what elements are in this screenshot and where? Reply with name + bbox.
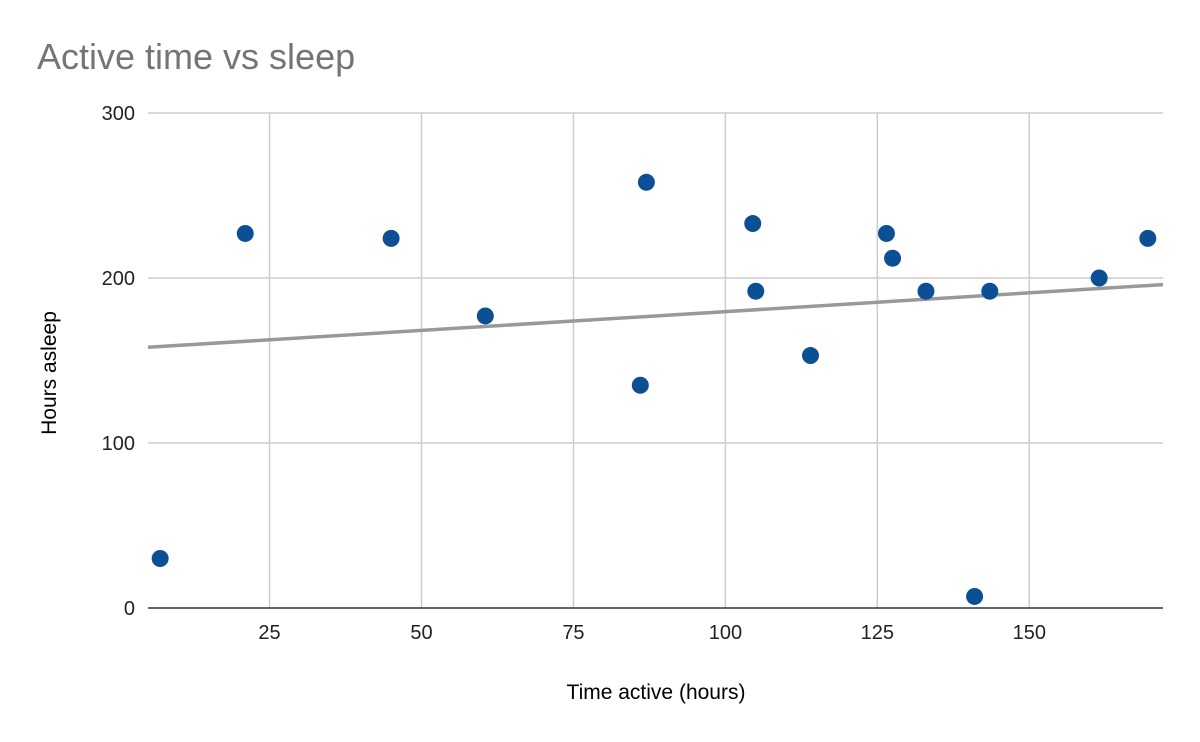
gridlines <box>148 112 1163 608</box>
data-point <box>744 215 762 233</box>
x-tick-label: 125 <box>861 622 894 644</box>
data-point <box>637 173 655 191</box>
trendline-layer <box>147 282 1164 350</box>
data-point <box>981 282 999 300</box>
x-tick-label: 25 <box>258 622 280 644</box>
data-point <box>801 347 819 365</box>
data-point <box>877 224 895 242</box>
x-tick-label: 100 <box>709 622 742 644</box>
y-tick-label: 300 <box>102 103 135 125</box>
y-tick-label: 100 <box>102 433 135 455</box>
data-point <box>884 249 902 267</box>
x-axis-label: Time active (hours) <box>567 681 746 704</box>
y-axis-label: Hours asleep <box>38 311 61 435</box>
data-point <box>631 376 649 394</box>
data-point <box>747 282 765 300</box>
data-point <box>382 229 400 247</box>
x-tick-label: 75 <box>562 622 584 644</box>
trendline <box>147 282 1164 350</box>
y-tick-label: 200 <box>102 268 135 290</box>
data-point <box>966 587 984 605</box>
data-point <box>151 550 169 567</box>
x-tick-label: 50 <box>410 622 432 644</box>
data-point <box>917 282 935 300</box>
y-tick-label: 0 <box>124 598 135 620</box>
data-point <box>1139 229 1157 247</box>
x-tick-label: 150 <box>1013 622 1046 644</box>
chart-title: Active time vs sleep <box>37 36 355 77</box>
data-point <box>1090 269 1108 287</box>
tick-labels: 0 100 200 300 25 50 75 100 125 150 <box>102 103 1046 644</box>
data-point <box>476 307 494 325</box>
data-point <box>236 224 254 242</box>
data-points <box>151 173 1157 605</box>
